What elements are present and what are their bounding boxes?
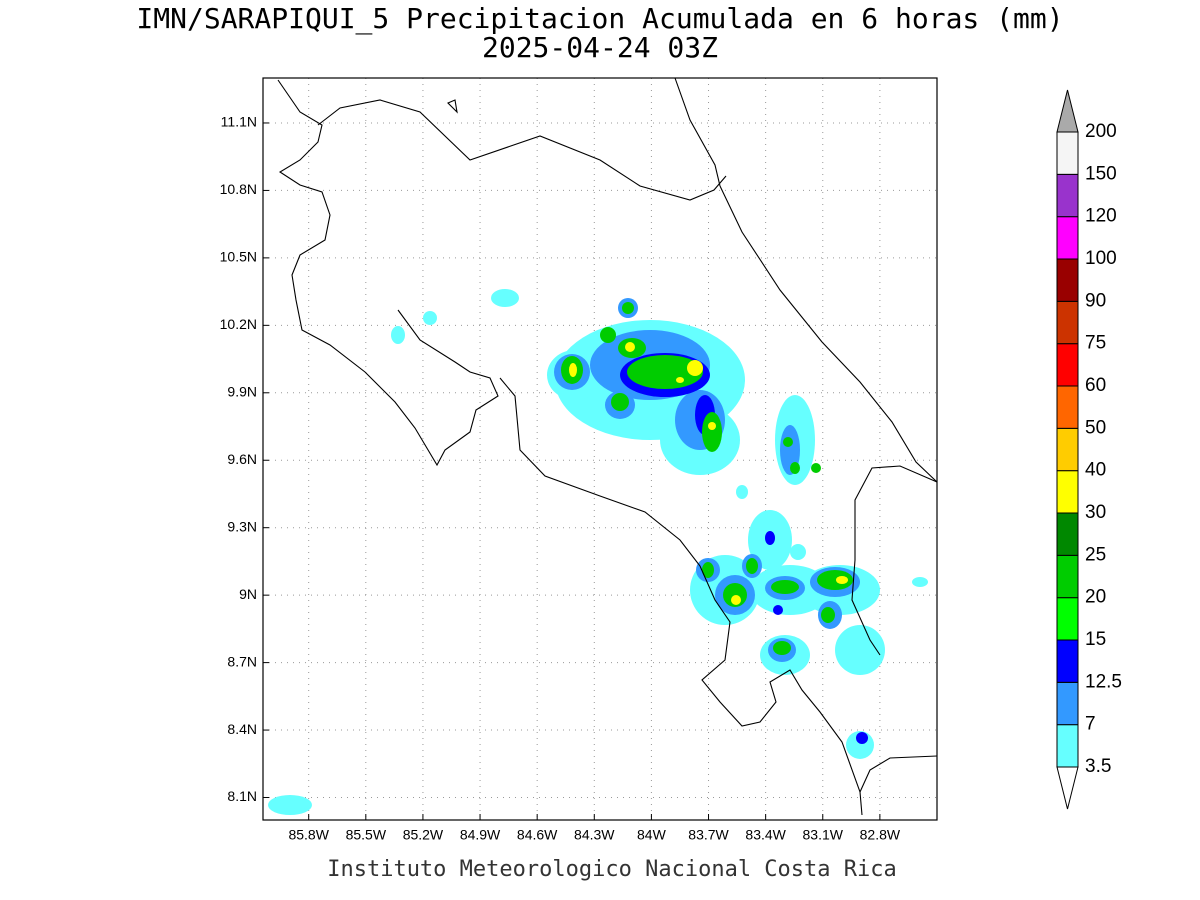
x-tick-label: 83.1W — [803, 827, 844, 843]
colorbar-box — [1056, 554, 1079, 599]
map-frame — [262, 77, 938, 821]
x-tick-label: 84W — [637, 827, 667, 843]
y-tick-label: 10.2N — [220, 316, 257, 332]
title: IMN/SARAPIQUI_5 Precipitacion Acumulada … — [136, 2, 1063, 36]
colorbar-over — [1056, 89, 1079, 133]
colorbar-box — [1056, 681, 1079, 726]
colorbar-label: 200 — [1085, 121, 1117, 142]
colorbar-label: 90 — [1085, 290, 1106, 311]
y-tick-label: 9.6N — [227, 451, 257, 467]
colorbar-label: 75 — [1085, 333, 1106, 354]
colorbar-label: 7 — [1085, 714, 1096, 735]
y-tick-label: 8.1N — [227, 788, 257, 804]
colorbar-box — [1056, 597, 1079, 641]
colorbar-box — [1056, 470, 1079, 514]
colorbar-box — [1056, 343, 1079, 387]
colorbar-box — [1056, 216, 1079, 260]
y-tick-label: 9N — [239, 586, 257, 602]
y-tick-label: 8.7N — [227, 653, 257, 669]
colorbar-box — [1056, 131, 1079, 175]
colorbar-label: 30 — [1085, 502, 1106, 523]
x-tick-label: 83.4W — [745, 827, 786, 843]
colorbar-box — [1056, 427, 1079, 472]
colorbar-box — [1056, 300, 1079, 345]
x-tick-label: 85.2W — [403, 827, 444, 843]
y-tick-label: 9.9N — [227, 383, 257, 399]
colorbar-label: 3.5 — [1085, 756, 1111, 777]
x-tick-label: 84.3W — [574, 827, 615, 843]
colorbar-label: 50 — [1085, 417, 1106, 438]
y-tick-label: 11.1N — [221, 114, 257, 130]
y-tick-label: 10.5N — [220, 249, 257, 265]
colorbar-label: 40 — [1085, 460, 1106, 481]
axis-ticks: 85.8W 85.5W 85.2W 84.9W 84.6W 84.3W 84W 83.7W 83… — [220, 114, 901, 843]
colorbar-box — [1056, 173, 1079, 218]
colorbar-label: 12.5 — [1085, 671, 1122, 692]
x-tick-label: 82.8W — [860, 827, 901, 843]
y-tick-label: 9.3N — [227, 518, 257, 534]
x-tick-label: 84.9W — [460, 827, 501, 843]
x-tick-label: 84.6W — [517, 827, 558, 843]
grid — [263, 78, 937, 820]
colorbar-box — [1056, 258, 1079, 302]
colorbar-label: 150 — [1085, 163, 1117, 184]
colorbar-label: 60 — [1085, 375, 1106, 396]
y-tick-label: 8.4N — [227, 721, 257, 737]
x-tick-label: 85.8W — [288, 827, 329, 843]
footer: Instituto Meteorologico Nacional Costa R… — [327, 857, 897, 882]
colorbar-label: 120 — [1085, 206, 1117, 227]
colorbar-under — [1056, 766, 1079, 810]
colorbar-label: 25 — [1085, 544, 1106, 565]
colorbar-box — [1056, 385, 1079, 429]
colorbar-box — [1056, 639, 1079, 683]
precipitation-field — [268, 289, 928, 815]
colorbar-box — [1056, 724, 1079, 768]
coastline — [277, 77, 938, 816]
subtitle: 2025-04-24 03Z — [482, 31, 718, 64]
colorbar-label: 100 — [1085, 248, 1117, 269]
colorbar: 3.5 7 12.5 15 20 25 30 40 50 60 75 90 100 120 150 200 — [1056, 89, 1122, 810]
colorbar-label: 20 — [1085, 587, 1106, 608]
x-tick-label: 83.7W — [688, 827, 729, 843]
x-tick-label: 85.5W — [346, 827, 387, 843]
colorbar-label: 15 — [1085, 629, 1106, 650]
colorbar-box — [1056, 512, 1079, 556]
y-tick-label: 10.8N — [220, 181, 257, 197]
